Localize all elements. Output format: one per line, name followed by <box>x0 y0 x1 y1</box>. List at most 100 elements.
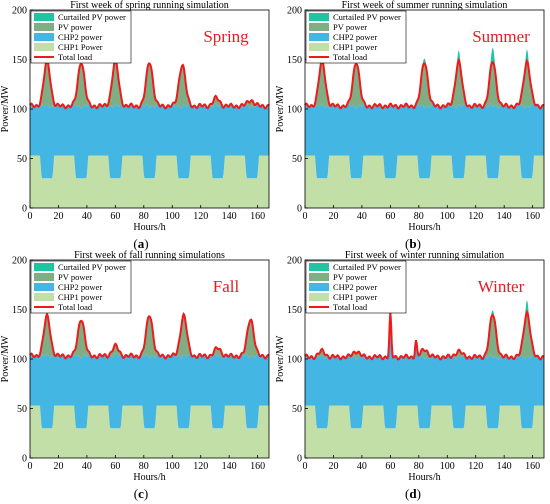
legend-label-curtailed: Curtailed PV power <box>333 262 401 272</box>
area-pv <box>305 59 544 109</box>
y-tick-label: 50 <box>292 154 302 165</box>
x-tick-label: 60 <box>110 461 120 472</box>
y-tick-label: 0 <box>297 454 302 465</box>
x-tick-label: 80 <box>414 211 424 222</box>
y-tick-label: 200 <box>287 6 302 17</box>
x-tick-label: 140 <box>497 211 512 222</box>
y-tick-label: 0 <box>22 204 27 215</box>
y-tick-label: 150 <box>287 55 302 66</box>
x-tick-label: 60 <box>110 211 120 222</box>
x-axis-label: Hours/h <box>408 472 440 483</box>
legend-swatch-chp2 <box>309 283 329 291</box>
x-tick-label: 80 <box>414 461 424 472</box>
sublabel-spring: (a) <box>133 236 149 251</box>
legend-label-load: Total load <box>333 52 368 62</box>
legend-label-chp2: CHP2 power <box>333 32 377 42</box>
legend-label-pv: PV power <box>58 272 92 282</box>
chart-panel-fall: First week of fall running simulations 0 2… <box>0 250 275 483</box>
y-tick-label: 100 <box>287 105 302 116</box>
chart-title: First week of winter running simulation <box>345 250 504 261</box>
legend-swatch-pv <box>309 23 329 31</box>
legend-swatch-chp1 <box>309 293 329 301</box>
sublabel-winter: (d) <box>405 486 421 501</box>
line-total-load <box>29 56 270 110</box>
y-axis-label: Power/MW <box>275 85 286 132</box>
x-tick-label: 0 <box>303 461 308 472</box>
x-tick-label: 20 <box>328 211 338 222</box>
legend-swatch-curtailed <box>309 263 329 271</box>
x-axis-label: Hours/h <box>133 472 165 483</box>
x-tick-label: 40 <box>357 211 367 222</box>
y-tick-label: 0 <box>22 454 27 465</box>
x-tick-label: 160 <box>525 211 540 222</box>
legend-swatch-chp2 <box>34 33 54 41</box>
y-tick-label: 100 <box>12 355 27 366</box>
x-tick-label: 0 <box>303 211 308 222</box>
x-tick-label: 120 <box>468 461 483 472</box>
y-tick-label: 0 <box>297 204 302 215</box>
y-axis-label: Power/MW <box>0 85 11 132</box>
chart-summer: First week of summer running simulation 0… <box>275 0 545 233</box>
x-axis-label: Hours/h <box>133 222 165 233</box>
y-tick-label: 200 <box>12 256 27 267</box>
season-label: Spring <box>203 27 249 46</box>
legend-swatch-chp1 <box>34 43 54 51</box>
legend-label-chp1: CHP1 power <box>333 292 377 302</box>
legend-swatch-pv <box>34 23 54 31</box>
x-tick-label: 100 <box>165 461 180 472</box>
legend-swatch-pv <box>309 273 329 281</box>
chart-title: First week of summer running simulation <box>342 0 508 11</box>
y-tick-label: 150 <box>12 305 27 316</box>
y-tick-label: 50 <box>292 404 302 415</box>
area-chp1 <box>30 155 269 208</box>
y-tick-label: 200 <box>287 256 302 267</box>
area-pv <box>30 59 269 109</box>
y-tick-label: 100 <box>287 355 302 366</box>
legend-label-chp2: CHP2 power <box>58 282 102 292</box>
area-chp2 <box>305 312 544 429</box>
area-curtailed-pv <box>305 47 544 109</box>
season-label: Fall <box>213 277 240 296</box>
x-tick-label: 100 <box>165 211 180 222</box>
x-tick-label: 160 <box>250 211 265 222</box>
legend-label-load: Total load <box>58 52 93 62</box>
x-tick-label: 60 <box>385 461 395 472</box>
legend-swatch-chp1 <box>309 43 329 51</box>
x-tick-label: 120 <box>468 211 483 222</box>
y-axis-label: Power/MW <box>275 335 286 382</box>
chart-spring: First week of spring running simulation 0… <box>0 0 270 233</box>
legend-swatch-chp2 <box>34 283 54 291</box>
x-tick-label: 40 <box>82 211 92 222</box>
area-pv <box>30 314 269 359</box>
x-tick-label: 80 <box>139 461 149 472</box>
sublabel-summer: (b) <box>405 236 421 251</box>
x-tick-label: 40 <box>357 461 367 472</box>
line-total-load <box>304 56 545 110</box>
x-tick-label: 100 <box>440 211 455 222</box>
x-tick-label: 40 <box>82 461 92 472</box>
x-tick-label: 20 <box>328 461 338 472</box>
season-label: Winter <box>478 277 525 296</box>
y-tick-label: 150 <box>12 55 27 66</box>
y-axis-label: Power/MW <box>0 335 11 382</box>
legend-swatch-chp2 <box>309 33 329 41</box>
area-chp1 <box>30 405 269 458</box>
x-axis-label: Hours/h <box>408 222 440 233</box>
legend-label-curtailed: Curtailed PV power <box>333 12 401 22</box>
chart-panel-spring: First week of spring running simulation 0… <box>0 0 275 233</box>
line-total-load <box>29 311 270 360</box>
x-tick-label: 80 <box>139 211 149 222</box>
x-tick-label: 140 <box>222 211 237 222</box>
area-chp1 <box>305 155 544 208</box>
x-tick-label: 60 <box>385 211 395 222</box>
legend-label-curtailed: Curtailed PV power <box>58 262 126 272</box>
area-chp2 <box>30 103 269 179</box>
legend-label-curtailed: Curtailed PV power <box>58 12 126 22</box>
y-tick-label: 50 <box>17 404 27 415</box>
x-tick-label: 160 <box>250 461 265 472</box>
y-tick-label: 50 <box>17 154 27 165</box>
chart-winter: First week of winter running simulation 0… <box>275 250 545 483</box>
legend-swatch-curtailed <box>34 13 54 21</box>
